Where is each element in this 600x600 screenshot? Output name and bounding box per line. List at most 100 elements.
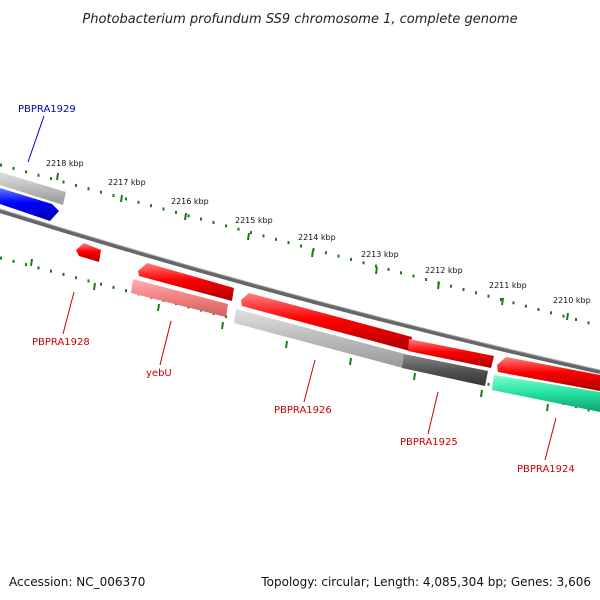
outer-major-tick-2213 — [375, 266, 378, 275]
gene-label-pbpra1924[interactable]: PBPRA1924 — [517, 464, 575, 475]
inner-major-tick-4 — [221, 321, 224, 330]
outer-minor-tick — [312, 247, 315, 251]
leader-yebu — [159, 320, 172, 366]
outer-minor-tick — [425, 278, 427, 281]
outer-minor-tick — [50, 177, 52, 181]
chromosome-backbone-highlight — [0, 208, 600, 371]
inner-major-tick-3 — [157, 303, 160, 312]
outer-minor-tick — [200, 217, 202, 221]
inner-minor-tick — [100, 282, 102, 286]
outer-minor-ticks — [0, 163, 590, 325]
outer-minor-tick — [362, 261, 365, 265]
gene-arrow-pbpra1929[interactable] — [0, 188, 59, 221]
outer-minor-tick — [375, 264, 377, 268]
outer-minor-tick — [287, 241, 290, 245]
gene-label-pbpra1925[interactable]: PBPRA1925 — [400, 437, 458, 448]
outer-major-tick-2210 — [566, 312, 569, 321]
outer-minor-tick — [562, 314, 565, 318]
inner-minor-tick — [87, 279, 90, 283]
inner-minor-tick — [12, 259, 15, 263]
leader-pbpra1924 — [544, 417, 557, 461]
outer-minor-tick — [162, 207, 165, 211]
inner-minor-tick — [587, 408, 590, 412]
outer-minor-tick — [62, 180, 65, 184]
outer-minor-tick — [325, 251, 327, 255]
outer-minor-tick — [500, 298, 502, 301]
outer-minor-tick — [0, 163, 2, 167]
gene-bar-yebu[interactable] — [131, 279, 228, 317]
gene-label-pbpra1926[interactable]: PBPRA1926 — [274, 405, 332, 416]
outer-minor-tick — [450, 284, 452, 288]
kbp-label-2218: 2218 kbp — [46, 159, 84, 168]
outer-minor-tick — [487, 294, 490, 298]
gene-arrow-red-3[interactable] — [408, 339, 494, 368]
outer-minor-tick — [525, 304, 527, 308]
outer-minor-tick — [125, 197, 127, 201]
outer-minor-tick — [275, 237, 277, 241]
gene-bar-pbpra1924[interactable] — [492, 375, 600, 412]
outer-minor-tick — [100, 190, 102, 194]
outer-minor-tick — [337, 254, 340, 258]
gene-arrow-red-4[interactable] — [497, 357, 600, 391]
inner-minor-tick — [62, 272, 65, 276]
outer-minor-tick — [87, 187, 90, 191]
outer-minor-tick — [225, 224, 227, 228]
outer-major-tick-2217 — [120, 194, 123, 203]
inner-minor-tick — [112, 285, 115, 289]
gene-bar-outer-gray[interactable] — [0, 172, 66, 205]
leader-pbpra1926 — [303, 359, 316, 403]
gene-label-yebu[interactable]: yebU — [146, 368, 172, 379]
outer-minor-tick — [75, 183, 77, 187]
gene-bar-pbpra1926[interactable] — [234, 309, 405, 368]
scale-labels: 2218 kbp 2217 kbp 2216 kbp 2215 kbp 2214… — [46, 159, 591, 305]
leader-pbpra1925 — [427, 391, 439, 435]
inner-minor-tick — [37, 266, 40, 270]
gene-arrow-pbpra1928[interactable] — [76, 243, 101, 262]
map-title: Photobacterium profundum SS9 chromosome … — [82, 12, 517, 27]
outer-major-tick-2218 — [56, 172, 59, 181]
outer-minor-tick — [25, 170, 27, 174]
outer-major-tick-2212 — [437, 281, 440, 290]
kbp-label-2210: 2210 kbp — [553, 296, 591, 305]
kbp-label-2213: 2213 kbp — [361, 250, 399, 259]
inner-minor-tick — [0, 256, 2, 260]
inner-major-tick-2 — [93, 282, 96, 291]
inner-major-tick-8 — [480, 389, 483, 398]
genome-summary-text: Topology: circular; Length: 4,085,304 bp… — [260, 575, 591, 589]
outer-minor-tick — [300, 244, 302, 248]
gene-label-pbpra1928[interactable]: PBPRA1928 — [32, 337, 90, 348]
outer-minor-tick — [537, 308, 540, 311]
outer-minor-tick — [350, 257, 352, 261]
gene-arrow-red-2[interactable] — [241, 293, 412, 351]
leader-pbpra1928 — [62, 291, 75, 335]
outer-major-tick-2211 — [501, 297, 504, 306]
outer-minor-tick — [475, 291, 477, 295]
outer-minor-tick — [175, 210, 177, 214]
gene-labels: PBPRA1929 PBPRA1928 yebU PBPRA1926 PBPRA… — [18, 104, 575, 475]
kbp-label-2214: 2214 kbp — [298, 233, 336, 242]
outer-minor-tick — [150, 204, 152, 208]
inner-minor-tick — [50, 269, 52, 273]
outer-minor-tick — [400, 271, 402, 275]
inner-major-tick-9 — [546, 403, 549, 412]
gene-bar-pbpra1925[interactable] — [402, 354, 488, 386]
outer-minor-tick — [12, 167, 15, 170]
outer-major-tick-2216 — [184, 212, 187, 221]
gene-arrow-red-1[interactable] — [138, 263, 234, 301]
outer-minor-tick — [237, 227, 240, 231]
kbp-label-2211: 2211 kbp — [489, 281, 527, 290]
gene-label-pbpra1929[interactable]: PBPRA1929 — [18, 104, 76, 115]
accession-text: Accession: NC_006370 — [9, 575, 145, 589]
inner-minor-tick — [75, 276, 77, 280]
outer-minor-tick — [387, 267, 390, 271]
outer-minor-tick — [262, 234, 265, 238]
outer-major-tick-2215 — [247, 232, 250, 241]
inner-minor-tick — [125, 289, 127, 293]
outer-minor-tick — [37, 173, 40, 177]
inner-major-tick-1 — [30, 258, 33, 267]
outer-minor-tick — [112, 194, 115, 197]
inner-minor-tick — [487, 382, 490, 386]
outer-minor-tick — [187, 214, 190, 218]
kbp-label-2215: 2215 kbp — [235, 216, 273, 225]
